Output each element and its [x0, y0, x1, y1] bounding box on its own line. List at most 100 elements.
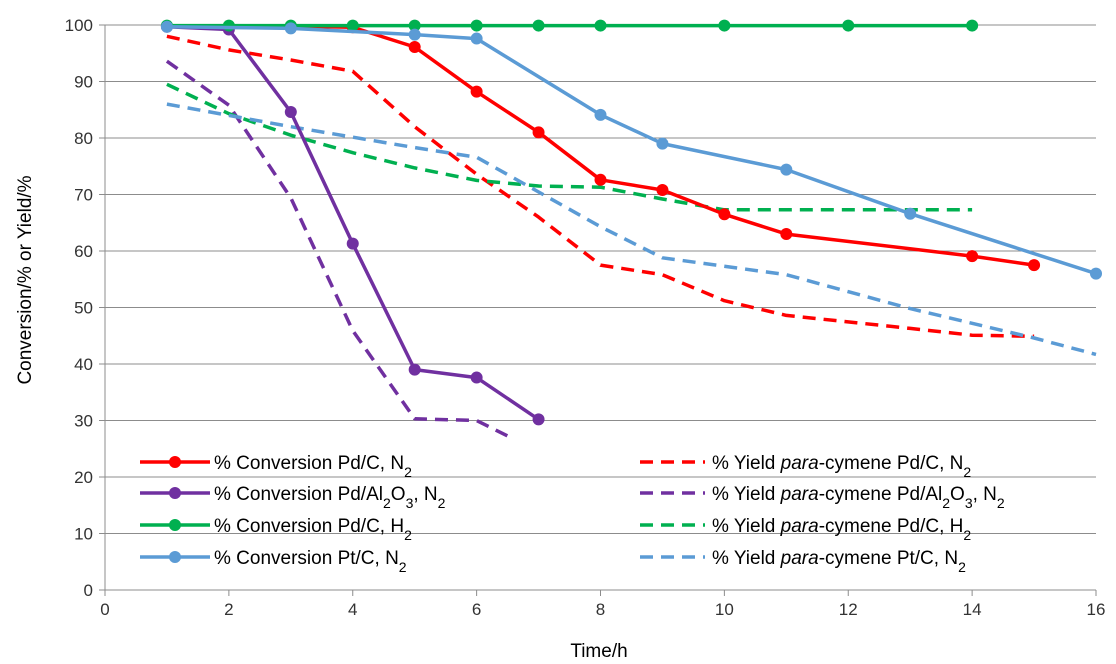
legend-swatch-marker: [169, 456, 181, 468]
legend-suffix: -cymene: [819, 548, 897, 569]
legend-swatch-marker: [169, 487, 181, 499]
legend-label: % Conversion Pd/C, H2: [214, 516, 412, 543]
catalyst-text: Pd/C, N: [897, 453, 964, 474]
series-line: [166, 34, 1035, 339]
y-tick-label: 50: [74, 299, 93, 318]
subscript: 2: [963, 464, 971, 480]
legend-prefix: % Conversion: [214, 516, 338, 537]
x-tick-label: 12: [839, 600, 858, 619]
catalyst-text: Pt/C, N: [338, 548, 399, 569]
data-point: [1028, 259, 1041, 272]
series-yield-5: [165, 59, 515, 441]
x-axis-title: Time/h: [570, 641, 627, 662]
catalyst-text: Pt/C, N: [897, 548, 958, 569]
data-point: [1090, 267, 1102, 280]
y-tick-label: 20: [74, 468, 93, 487]
data-point: [656, 183, 669, 196]
data-point: [284, 22, 297, 35]
legend-prefix: % Yield: [712, 453, 781, 474]
data-point: [408, 41, 421, 54]
y-tick-label: 30: [74, 412, 93, 431]
series-conversion-0: [160, 20, 1041, 272]
legend-item-conversion: % Conversion Pd/Al2O3, N2: [140, 484, 446, 511]
legend-item-yield: % Yield para-cymene Pd/Al2O3, N2: [640, 484, 1005, 511]
x-tick-label: 16: [1087, 600, 1106, 619]
data-point: [470, 19, 483, 32]
data-point: [160, 20, 173, 33]
subscript: 3: [406, 495, 414, 511]
catalyst-text: , N: [973, 484, 997, 505]
data-point: [408, 28, 421, 41]
data-point: [904, 207, 917, 220]
legend-prefix: % Conversion: [214, 548, 338, 569]
legend-swatch-marker: [169, 519, 181, 531]
x-tick-label: 2: [224, 600, 233, 619]
legend-italic: para: [780, 453, 819, 474]
series-yield-7: [166, 102, 1097, 357]
data-point: [346, 19, 359, 32]
legend-suffix: -cymene: [819, 453, 897, 474]
y-tick-label: 100: [65, 16, 93, 35]
subscript: 2: [997, 495, 1005, 511]
legend-label: % Yield para-cymene Pd/Al2O3, N2: [712, 484, 1005, 511]
tick-labels: 0 10 20 30 40 50 60 70 80 90 100 0 2 4 6 8 10 12 14 16: [65, 16, 1106, 619]
legend-label: % Yield para-cymene Pt/C, N2: [712, 548, 966, 575]
legend-italic: para: [780, 484, 819, 505]
subscript: 2: [963, 527, 971, 543]
legend-suffix: -cymene: [819, 516, 897, 537]
y-tick-label: 40: [74, 355, 93, 374]
catalyst-text: , N: [413, 484, 437, 505]
subscript: 2: [399, 559, 407, 575]
subscript: 2: [404, 527, 412, 543]
data-point: [780, 228, 793, 241]
legend-prefix: % Conversion: [214, 484, 338, 505]
y-tick-label: 0: [84, 581, 93, 600]
data-point: [780, 163, 793, 176]
subscript: 2: [958, 559, 966, 575]
subscript: 2: [404, 464, 412, 480]
y-tick-label: 10: [74, 525, 93, 544]
data-point: [718, 208, 731, 221]
series-conversion-3: [160, 20, 1102, 280]
legend-item-conversion: % Conversion Pd/C, N2: [140, 453, 412, 480]
y-tick-label: 80: [74, 129, 93, 148]
data-point: [346, 237, 359, 250]
legend-prefix: % Conversion: [214, 453, 338, 474]
y-tick-label: 70: [74, 186, 93, 205]
legend-suffix: -cymene: [819, 484, 897, 505]
series-line: [166, 102, 1097, 357]
catalyst-text: Pd/C, H: [338, 516, 405, 537]
legend-label: % Conversion Pd/C, N2: [214, 453, 412, 480]
legend-label: % Yield para-cymene Pd/C, H2: [712, 516, 971, 543]
subscript: 2: [383, 495, 391, 511]
data-point: [966, 250, 979, 263]
y-axis-title: Conversion/% or Yield/%: [15, 175, 36, 384]
data-point: [470, 371, 483, 384]
data-point: [532, 126, 545, 139]
subscript: 2: [942, 495, 950, 511]
x-tick-label: 4: [348, 600, 357, 619]
legend-item-yield: % Yield para-cymene Pd/C, N2: [640, 453, 971, 480]
legend-label: % Conversion Pd/Al2O3, N2: [214, 484, 446, 511]
series-lines: [160, 19, 1102, 441]
x-tick-label: 0: [100, 600, 109, 619]
legend-italic: para: [780, 516, 819, 537]
data-point: [594, 108, 607, 121]
data-point: [222, 19, 235, 32]
y-tick-label: 60: [74, 242, 93, 261]
data-point: [408, 363, 421, 376]
catalyst-text: Pd/Al: [897, 484, 942, 505]
data-point: [594, 173, 607, 186]
x-tick-label: 14: [963, 600, 982, 619]
axes: [99, 24, 1097, 596]
subscript: 3: [965, 495, 973, 511]
legend-prefix: % Yield: [712, 484, 781, 505]
data-point: [284, 106, 297, 119]
data-point: [656, 137, 669, 150]
subscript: 2: [438, 495, 446, 511]
legend-label: % Conversion Pt/C, N2: [214, 548, 407, 575]
data-point: [842, 19, 855, 32]
data-point: [718, 19, 731, 32]
catalyst-text: O: [950, 484, 965, 505]
